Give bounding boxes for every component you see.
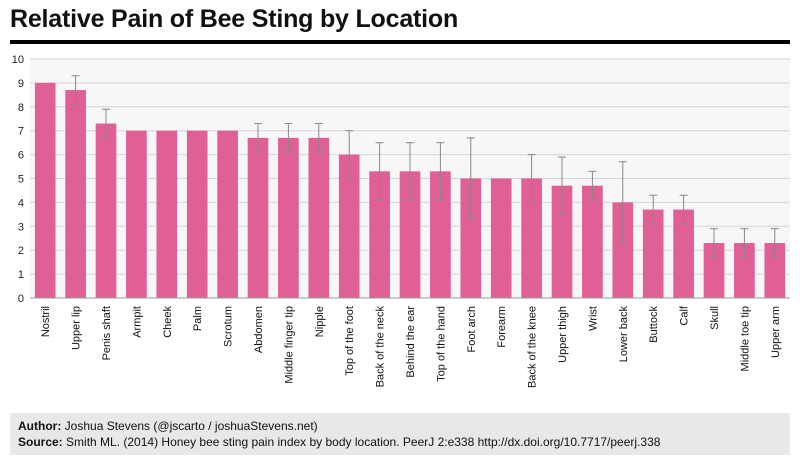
y-tick-label: 7 [18,126,24,138]
bar [156,130,178,298]
bar [247,137,269,298]
source-line: Source: Smith ML. (2014) Honey bee sting… [18,434,782,450]
bar [460,178,482,298]
bar [338,154,360,298]
bar [399,171,421,298]
y-tick-label: 9 [18,78,24,90]
x-category-label: Calf [679,305,691,326]
y-tick-label: 3 [18,221,24,233]
bar [642,209,664,298]
bar [703,243,725,298]
bar [34,82,56,299]
y-tick-label: 6 [18,150,24,162]
attribution-footer: Author: Joshua Stevens (@jscarto / joshu… [10,413,790,455]
bar [186,130,208,298]
x-category-label: Nipple [314,306,326,337]
x-category-label: Behind the ear [405,306,417,378]
author-label: Author: [18,419,62,433]
x-category-label: Armpit [131,306,143,338]
x-category-label: Buttock [648,306,660,343]
y-tick-label: 8 [18,102,24,114]
bar [217,130,238,298]
x-category-label: Back of the neck [375,306,387,388]
y-tick-label: 0 [18,293,24,305]
bar [65,90,86,298]
bar [308,137,330,298]
y-tick-label: 2 [18,245,24,257]
x-category-label: Palm [192,306,204,331]
bar [369,171,390,298]
bar [490,178,512,298]
x-category-label: Skull [709,306,721,330]
bar [126,130,147,298]
bar [764,243,786,298]
bar [551,185,573,298]
bar [95,123,117,298]
x-category-label: Middle finger tip [283,306,295,384]
x-category-label: Foot arch [466,306,478,352]
x-category-label: Abdomen [253,306,265,353]
y-tick-label: 1 [18,269,24,281]
title-rule [10,40,790,44]
bar [430,171,451,298]
bar [734,243,755,298]
x-category-label: Scrotum [223,306,235,347]
x-category-label: Penis shaft [101,306,113,360]
bar [582,185,603,298]
x-category-label: Lower back [618,306,630,363]
bar [612,202,634,298]
x-category-label: Back of the knee [527,306,539,388]
y-tick-label: 10 [12,54,24,66]
source-label: Source: [18,435,63,449]
x-category-label: Upper lip [71,306,83,350]
y-tick-label: 5 [18,174,24,186]
bar [673,209,694,298]
x-category-label: Forearm [496,306,508,348]
x-category-label: Nostril [40,306,52,337]
bar [278,137,299,298]
x-category-label: Top of the hand [435,306,447,382]
x-category-label: Wrist [587,306,599,331]
x-category-label: Top of the foot [344,306,356,376]
x-category-label: Upper arm [770,306,782,358]
y-tick-label: 4 [18,197,24,209]
x-category-label: Middle toe tip [739,306,751,371]
chart-title: Relative Pain of Bee Sting by Location [10,5,459,33]
x-category-label: Cheek [162,306,174,338]
author-text: Joshua Stevens (@jscarto / joshuaStevens… [64,419,318,433]
source-text: Smith ML. (2014) Honey bee sting pain in… [66,435,661,449]
author-line: Author: Joshua Stevens (@jscarto / joshu… [18,418,782,434]
x-category-label: Upper thigh [557,306,569,363]
bar [521,178,542,298]
bar-chart: 0 1 2 3 4 5 6 7 8 9 10 Nostril Upper lip Penis shaft A… [12,54,790,388]
